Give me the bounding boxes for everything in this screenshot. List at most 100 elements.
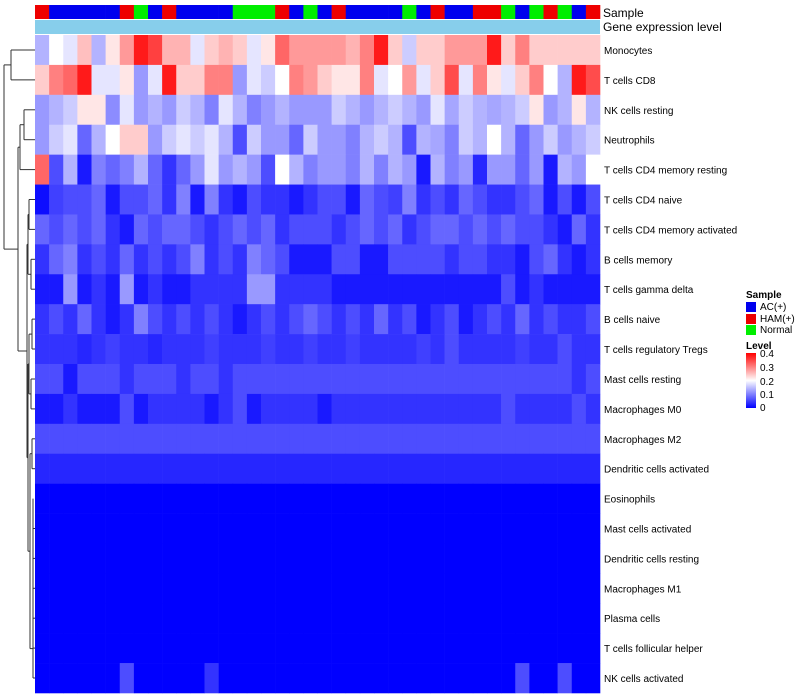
heatmap-cell (345, 513, 361, 544)
heatmap-cell (317, 513, 332, 544)
row-label: NK cells resting (604, 106, 673, 117)
heatmap-cell (91, 573, 106, 604)
heatmap-cell (162, 124, 177, 155)
heatmap-cell (571, 124, 587, 155)
heatmap-cell (345, 94, 361, 126)
heatmap-cell (35, 64, 50, 96)
heatmap-cell (176, 334, 191, 365)
heatmap-cell (317, 244, 332, 275)
heatmap-cell (458, 64, 474, 96)
sample-cell (133, 5, 149, 19)
heatmap-cell (190, 64, 205, 96)
heatmap-cell (119, 244, 135, 275)
heatmap-cell (472, 543, 488, 574)
heatmap-cell (204, 124, 219, 155)
heatmap-cell (345, 364, 361, 395)
heatmap-cell (218, 423, 234, 455)
heatmap-cell (515, 124, 530, 155)
heatmap-cell (303, 483, 318, 514)
heatmap-cell (458, 124, 474, 155)
heatmap-cell (148, 453, 163, 484)
heatmap-cell (359, 543, 375, 574)
heatmap-cell (487, 393, 502, 425)
heatmap-cell (275, 154, 290, 185)
heatmap-cell (345, 663, 361, 694)
heatmap-cell (35, 94, 50, 126)
heatmap-cell (77, 94, 92, 126)
heatmap-cell (585, 244, 601, 275)
heatmap-cell (472, 423, 488, 455)
heatmap-cell (162, 334, 177, 365)
sample-cell (261, 5, 276, 19)
heatmap-cell (119, 35, 135, 66)
heatmap-cell (402, 543, 417, 574)
heatmap-cell (35, 334, 50, 365)
heatmap-cell (176, 304, 191, 335)
heatmap-cell (331, 633, 347, 664)
heatmap-cell (458, 35, 474, 66)
heatmap-cell (49, 573, 64, 604)
heatmap-cell (416, 244, 431, 275)
heatmap-cell (331, 513, 347, 544)
heatmap-cell (571, 453, 587, 484)
heatmap-cell (261, 244, 276, 275)
heatmap-cell (557, 274, 573, 305)
heatmap-cell (148, 633, 163, 664)
heatmap-cell (77, 543, 92, 574)
heatmap-cell (148, 393, 163, 425)
heatmap-cell (261, 603, 276, 634)
heatmap-cell (218, 124, 234, 155)
heatmap-cell (571, 513, 587, 544)
heatmap-cell (571, 214, 587, 245)
heatmap-cell (303, 94, 318, 126)
heatmap-cell (289, 244, 304, 275)
heatmap-cell (359, 633, 375, 664)
heatmap-cell (402, 244, 417, 275)
heatmap-cell (571, 35, 587, 66)
heatmap-cell (501, 633, 516, 664)
level-tick-3: 0.1 (760, 390, 774, 401)
heatmap-cell (402, 64, 417, 96)
heatmap-cell (176, 214, 191, 245)
heatmap-cell (515, 64, 530, 96)
heatmap-cell (275, 633, 290, 664)
heatmap-cell (345, 423, 361, 455)
heatmap-cell (359, 453, 375, 484)
heatmap-cell (77, 214, 92, 245)
heatmap-cell (303, 274, 318, 305)
heatmap-cell (515, 274, 530, 305)
heatmap-cell (416, 453, 431, 484)
heatmap-cell (204, 483, 219, 514)
heatmap-cell (133, 663, 149, 694)
heatmap-cell (91, 64, 106, 96)
heatmap-cell (388, 453, 403, 484)
heatmap-cell (331, 573, 347, 604)
heatmap-cell (77, 304, 92, 335)
heatmap-cell (331, 423, 347, 455)
heatmap-cell (275, 483, 290, 514)
heatmap-cell (345, 573, 361, 604)
heatmap-cell (345, 35, 361, 66)
heatmap-cell (374, 274, 389, 305)
heatmap-cell (148, 244, 163, 275)
heatmap-cell (529, 94, 544, 126)
heatmap-cell (388, 94, 403, 126)
heatmap-cell (458, 633, 474, 664)
heatmap-cell (232, 124, 248, 155)
heatmap-cell (218, 663, 234, 694)
heatmap-cell (388, 244, 403, 275)
heatmap-cell (190, 453, 205, 484)
heatmap-cell (529, 453, 544, 484)
heatmap-cell (105, 603, 121, 634)
heatmap-cell (204, 603, 219, 634)
heatmap-cell (119, 364, 135, 395)
heatmap-cell (190, 364, 205, 395)
heatmap-cell (472, 274, 488, 305)
sample-cell (91, 5, 106, 19)
heatmap-cell (472, 573, 488, 604)
heatmap-cell (133, 334, 149, 365)
heatmap-cell (458, 274, 474, 305)
heatmap-cell (91, 94, 106, 126)
sample-cell (557, 5, 573, 19)
heatmap-cell (571, 274, 587, 305)
